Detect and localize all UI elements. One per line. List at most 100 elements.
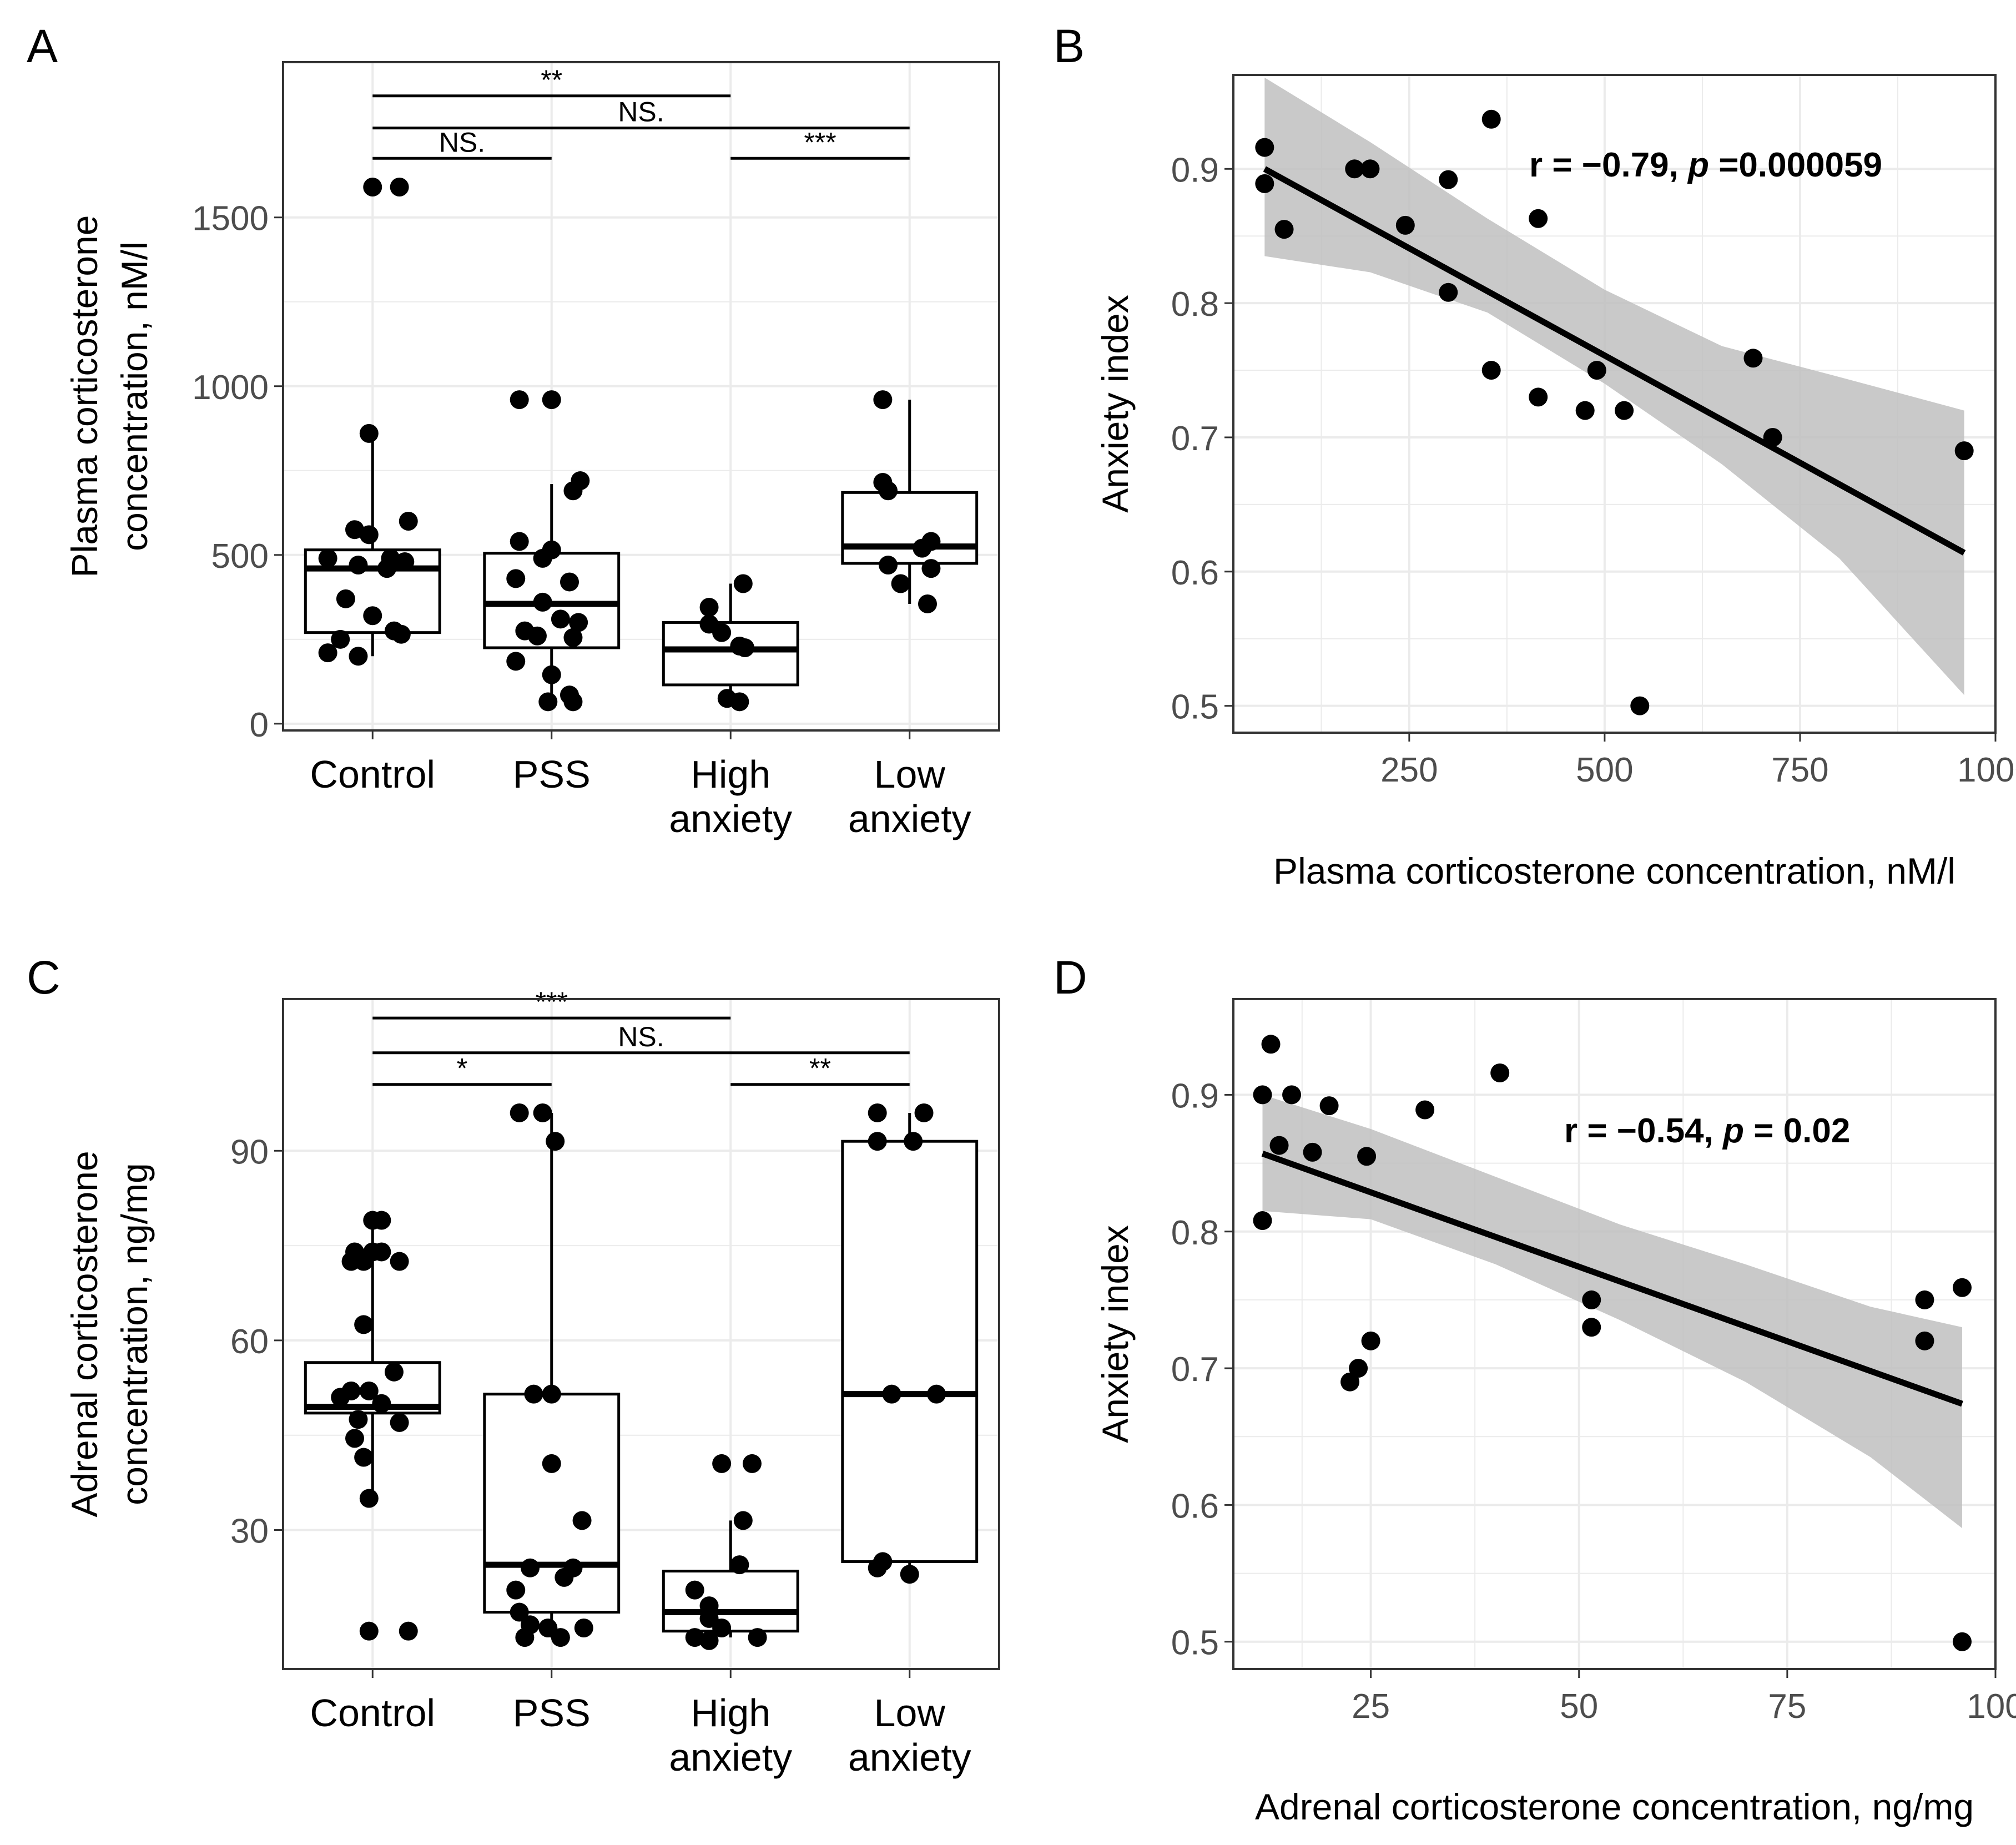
- data-point: [349, 556, 368, 575]
- data-point: [563, 481, 583, 501]
- data-point: [563, 692, 583, 712]
- data-point: [1952, 1632, 1972, 1651]
- data-point: [1349, 1359, 1368, 1378]
- y-axis-title: concentration, ng/mg: [114, 1163, 155, 1505]
- data-point: [359, 1621, 379, 1641]
- x-tick-label: 25: [1352, 1687, 1390, 1726]
- x-tick-label: 250: [1380, 751, 1438, 789]
- data-point: [1490, 1063, 1510, 1083]
- plot-border: [1232, 74, 1997, 734]
- correlation-annotation: r = −0.54, p = 0.02: [1564, 1112, 1850, 1150]
- data-point: [1615, 401, 1634, 420]
- y-tick-label: 0.5: [1171, 1624, 1219, 1662]
- data-point: [391, 624, 411, 644]
- data-point: [1360, 159, 1380, 179]
- data-point: [542, 1454, 561, 1473]
- panel-label: C: [27, 951, 61, 1004]
- data-point: [879, 556, 898, 575]
- data-point: [1582, 1290, 1601, 1309]
- y-tick-label: 0.9: [1171, 1077, 1219, 1115]
- x-tick-label: 1000: [1957, 751, 2016, 789]
- data-point: [318, 643, 337, 663]
- data-point: [921, 559, 941, 578]
- x-tick-label: anxiety: [848, 1736, 971, 1779]
- data-point: [1439, 170, 1458, 189]
- y-tick-label: 90: [230, 1133, 269, 1171]
- data-point: [1743, 349, 1763, 368]
- data-point: [1529, 209, 1548, 228]
- data-point: [318, 548, 337, 568]
- regression-line: [1261, 1151, 1963, 1407]
- x-tick-label: anxiety: [669, 1736, 792, 1779]
- x-tick-label: 750: [1771, 751, 1828, 789]
- data-point: [336, 589, 355, 608]
- plot-border: [282, 61, 1000, 732]
- data-point: [1255, 138, 1274, 157]
- data-point: [891, 574, 910, 593]
- data-point: [1357, 1147, 1377, 1166]
- significance-label: **: [809, 1053, 831, 1084]
- data-point: [1340, 1372, 1360, 1392]
- y-tick-label: 1000: [192, 369, 269, 407]
- data-point: [1345, 159, 1364, 179]
- data-point: [354, 1448, 374, 1467]
- data-point: [349, 1410, 368, 1429]
- data-point: [572, 1511, 592, 1530]
- x-tick-label: 100: [1967, 1687, 2016, 1726]
- data-point: [510, 1602, 529, 1622]
- data-point: [372, 1211, 391, 1230]
- data-point: [533, 548, 552, 568]
- data-point: [1261, 1035, 1281, 1054]
- data-point: [372, 1242, 391, 1262]
- significance-label: *: [457, 1053, 467, 1084]
- data-point: [733, 574, 753, 593]
- y-tick-label: 0.7: [1171, 420, 1219, 458]
- data-point: [712, 623, 732, 642]
- plot-border: [282, 998, 1000, 1670]
- data-point: [1582, 1318, 1601, 1337]
- confidence-band: [1262, 1095, 1962, 1529]
- data-point: [1269, 1136, 1289, 1155]
- panel-b: B 0.5 0.6 0.7 0.8 0.9 250 500 750 1000 r = −0.79, …: [1054, 20, 2016, 891]
- data-point: [363, 177, 382, 196]
- x-tick-label: Control: [310, 1691, 435, 1735]
- y-tick-label: 60: [230, 1323, 269, 1361]
- data-point: [1303, 1142, 1322, 1162]
- x-tick-label: PSS: [513, 753, 591, 796]
- significance-label: **: [541, 64, 562, 95]
- data-point: [349, 647, 368, 666]
- data-point: [390, 1413, 409, 1432]
- data-point: [1587, 361, 1606, 380]
- data-point: [742, 1454, 762, 1473]
- data-point: [699, 598, 719, 617]
- y-tick-label: 0.9: [1171, 151, 1219, 189]
- x-tick-label: anxiety: [848, 797, 971, 840]
- significance-label: ***: [804, 127, 836, 158]
- data-point: [354, 1252, 374, 1271]
- data-point: [918, 594, 937, 613]
- panel-label: D: [1054, 951, 1087, 1004]
- data-point: [1274, 220, 1294, 239]
- panel-label: A: [27, 20, 58, 72]
- box-4: [841, 400, 979, 604]
- data-point: [563, 1558, 583, 1577]
- box-2: [483, 1112, 621, 1638]
- data-point: [551, 609, 570, 629]
- data-point: [533, 1103, 552, 1122]
- annotation-p: p: [1722, 1112, 1744, 1150]
- significance-label: NS.: [618, 97, 664, 128]
- data-point: [331, 1388, 350, 1407]
- plot-border: [1232, 998, 1997, 1670]
- data-point: [1439, 283, 1458, 302]
- data-point: [354, 1315, 374, 1334]
- y-axis-title: Anxiety index: [1095, 1225, 1136, 1443]
- data-point: [542, 1384, 561, 1404]
- data-point: [879, 481, 898, 501]
- data-point: [900, 1565, 919, 1584]
- data-point: [506, 569, 526, 588]
- data-point: [730, 692, 749, 712]
- y-tick-label: 0.6: [1171, 1487, 1219, 1525]
